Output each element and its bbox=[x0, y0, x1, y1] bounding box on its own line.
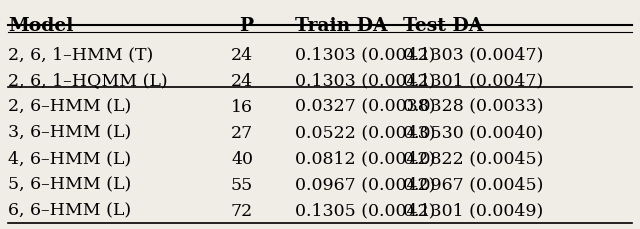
Text: 0.1305 (0.0042): 0.1305 (0.0042) bbox=[294, 203, 435, 220]
Text: Test DA: Test DA bbox=[403, 17, 483, 35]
Text: 0.0822 (0.0045): 0.0822 (0.0045) bbox=[403, 151, 543, 168]
Text: 0.1303 (0.0042): 0.1303 (0.0042) bbox=[294, 73, 435, 90]
Text: 6, 6–HMM (L): 6, 6–HMM (L) bbox=[8, 203, 131, 220]
Text: Train DA: Train DA bbox=[294, 17, 387, 35]
Text: 40: 40 bbox=[231, 151, 253, 168]
Text: 24: 24 bbox=[231, 73, 253, 90]
Text: 0.0967 (0.0042): 0.0967 (0.0042) bbox=[294, 177, 435, 194]
Text: 0.0522 (0.0043): 0.0522 (0.0043) bbox=[294, 125, 435, 142]
Text: 0.0530 (0.0040): 0.0530 (0.0040) bbox=[403, 125, 543, 142]
Text: 0.1301 (0.0049): 0.1301 (0.0049) bbox=[403, 203, 543, 220]
Text: 16: 16 bbox=[231, 99, 253, 116]
Text: Model: Model bbox=[8, 17, 73, 35]
Text: 0.0327 (0.0038): 0.0327 (0.0038) bbox=[294, 99, 435, 116]
Text: 4, 6–HMM (L): 4, 6–HMM (L) bbox=[8, 151, 131, 168]
Text: 2, 6–HMM (L): 2, 6–HMM (L) bbox=[8, 99, 131, 116]
Text: 5, 6–HMM (L): 5, 6–HMM (L) bbox=[8, 177, 131, 194]
Text: 0.0812 (0.0042): 0.0812 (0.0042) bbox=[294, 151, 435, 168]
Text: 2, 6, 1–HMM (T): 2, 6, 1–HMM (T) bbox=[8, 47, 153, 64]
Text: 55: 55 bbox=[231, 177, 253, 194]
Text: 72: 72 bbox=[231, 203, 253, 220]
Text: 24: 24 bbox=[231, 47, 253, 64]
Text: 27: 27 bbox=[231, 125, 253, 142]
Text: 3, 6–HMM (L): 3, 6–HMM (L) bbox=[8, 125, 131, 142]
Text: P: P bbox=[239, 17, 253, 35]
Text: 0.0328 (0.0033): 0.0328 (0.0033) bbox=[403, 99, 543, 116]
Text: 2, 6, 1–HQMM (L): 2, 6, 1–HQMM (L) bbox=[8, 73, 168, 90]
Text: 0.1301 (0.0047): 0.1301 (0.0047) bbox=[403, 73, 543, 90]
Text: 0.0967 (0.0045): 0.0967 (0.0045) bbox=[403, 177, 543, 194]
Text: 0.1303 (0.0042): 0.1303 (0.0042) bbox=[294, 47, 435, 64]
Text: 0.1303 (0.0047): 0.1303 (0.0047) bbox=[403, 47, 543, 64]
